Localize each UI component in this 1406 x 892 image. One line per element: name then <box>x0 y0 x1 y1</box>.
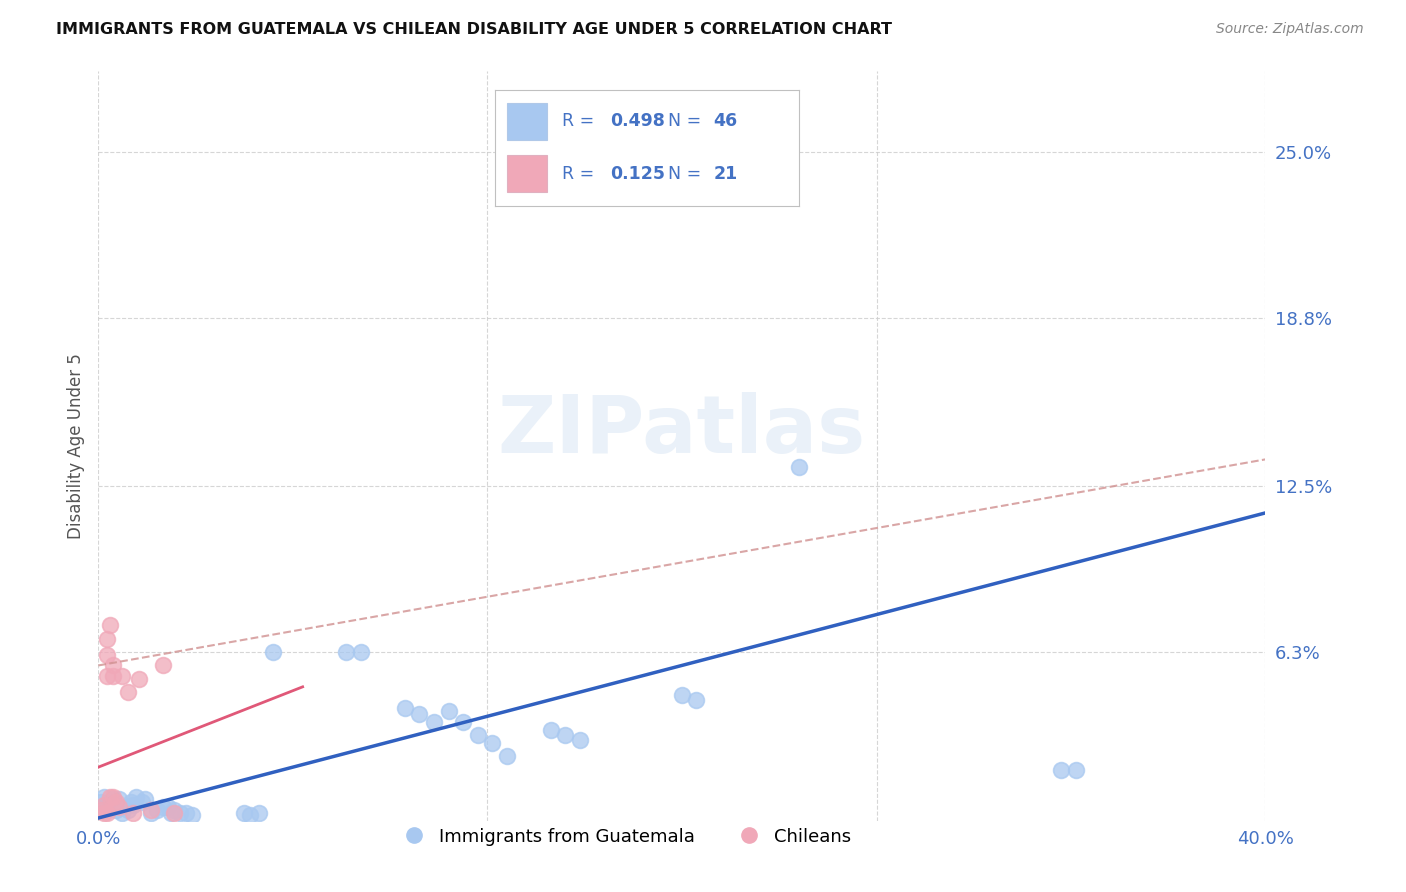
Point <box>152 658 174 673</box>
Point <box>423 714 446 729</box>
Point <box>101 669 124 683</box>
Point <box>108 792 131 806</box>
Point <box>120 795 142 809</box>
Point <box>96 805 118 820</box>
Point <box>152 800 174 814</box>
Point <box>335 645 357 659</box>
Point <box>131 795 153 809</box>
Point <box>467 728 489 742</box>
Point <box>1050 763 1073 777</box>
Point <box>554 728 576 742</box>
Point <box>671 688 693 702</box>
Point <box>787 460 810 475</box>
Point <box>157 800 180 814</box>
Point <box>451 714 474 729</box>
Point <box>104 795 127 809</box>
Point <box>98 789 121 804</box>
Point <box>540 723 562 737</box>
Point <box>111 669 134 683</box>
Point <box>350 645 373 659</box>
Point <box>685 693 707 707</box>
Point <box>239 808 262 822</box>
Point <box>160 805 183 820</box>
Point <box>96 669 118 683</box>
Text: Source: ZipAtlas.com: Source: ZipAtlas.com <box>1216 22 1364 37</box>
Point <box>93 789 115 804</box>
Legend: Immigrants from Guatemala, Chileans: Immigrants from Guatemala, Chileans <box>388 821 859 853</box>
Text: IMMIGRANTS FROM GUATEMALA VS CHILEAN DISABILITY AGE UNDER 5 CORRELATION CHART: IMMIGRANTS FROM GUATEMALA VS CHILEAN DIS… <box>56 22 893 37</box>
Point <box>98 618 121 632</box>
Point <box>93 805 115 820</box>
Point <box>128 672 150 686</box>
Point <box>96 632 118 646</box>
Point <box>96 648 118 662</box>
Point <box>394 701 416 715</box>
Point <box>233 805 256 820</box>
Point <box>496 749 519 764</box>
Point <box>163 805 186 820</box>
Point <box>247 805 270 820</box>
Point <box>93 797 115 812</box>
Point <box>437 704 460 718</box>
Point <box>262 645 284 659</box>
Point <box>104 803 127 817</box>
Point <box>98 800 121 814</box>
Point <box>180 808 202 822</box>
Text: ZIPatlas: ZIPatlas <box>498 392 866 470</box>
Point <box>481 736 503 750</box>
Point <box>1064 763 1087 777</box>
Point <box>174 805 197 820</box>
Point <box>408 706 430 721</box>
Point <box>125 789 148 804</box>
Point <box>169 805 191 820</box>
Point <box>90 803 112 817</box>
Point <box>568 733 591 747</box>
Point <box>163 803 186 817</box>
Y-axis label: Disability Age Under 5: Disability Age Under 5 <box>66 353 84 539</box>
Point <box>108 800 131 814</box>
Point <box>122 797 145 812</box>
Point <box>101 792 124 806</box>
Point <box>111 805 134 820</box>
Point <box>96 797 118 812</box>
Point <box>134 792 156 806</box>
Point <box>117 685 139 699</box>
Point <box>122 805 145 820</box>
Point <box>139 805 162 820</box>
Point <box>139 803 162 817</box>
Point <box>101 658 124 673</box>
Point <box>114 800 136 814</box>
Point <box>146 803 169 817</box>
Point <box>117 803 139 817</box>
Point <box>101 789 124 804</box>
Point <box>90 795 112 809</box>
